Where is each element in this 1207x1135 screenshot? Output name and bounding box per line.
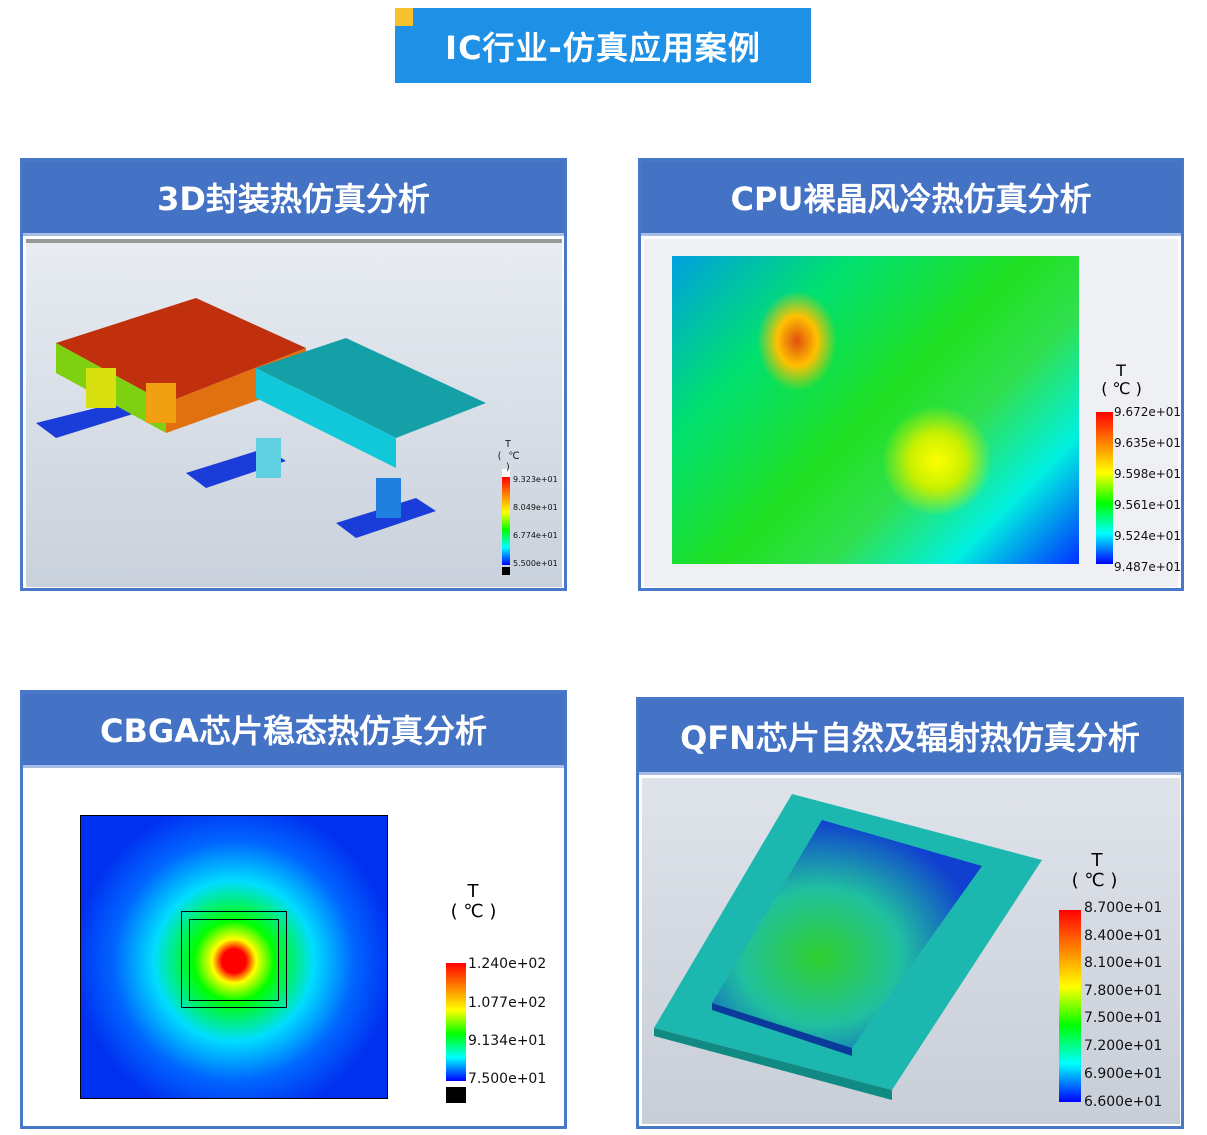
- cpu-heatmap: [672, 256, 1079, 564]
- cbga-thermal-image: T ( ℃ ) 1.240e+02 1.077e+02 9.134e+01 7.…: [26, 771, 562, 1123]
- legend-label: 8.100e+01: [1084, 955, 1163, 971]
- legend-label: 1.240e+02: [468, 956, 547, 972]
- panel-title: CPU裸晶风冷热仿真分析: [641, 161, 1181, 236]
- legend-label: 6.900e+01: [1084, 1066, 1163, 1082]
- chip-outline-inner: [189, 919, 279, 1001]
- panel-qfn: QFN芯片自然及辐射热仿真分析 T ( ℃ ) 8.700e+01 8.400e…: [636, 697, 1184, 1129]
- page-banner: IC行业-仿真应用案例: [395, 8, 811, 83]
- qfn-thermal-image: T ( ℃ ) 8.700e+01 8.400e+01 8.100e+01 7.…: [642, 778, 1180, 1124]
- legend-label: 9.323e+01: [513, 475, 558, 484]
- legend-label: 9.672e+01: [1114, 405, 1182, 419]
- legend-min-swatch: [502, 567, 510, 575]
- legend-label: 8.400e+01: [1084, 928, 1163, 944]
- legend-label: 7.800e+01: [1084, 983, 1163, 999]
- panel-3d-package: 3D封装热仿真分析 T ( ℃ ) 9.323e+01 8.049e+01 6.…: [20, 158, 567, 591]
- chip-outline-outer: [181, 911, 287, 1008]
- legend-unit: ( ℃ ): [1071, 870, 1118, 891]
- accent-square: [395, 8, 413, 26]
- legend-color-bar: [1096, 412, 1113, 564]
- legend-label: 9.487e+01: [1114, 560, 1182, 574]
- banner-title: IC行业-仿真应用案例: [445, 28, 761, 67]
- panel-title: CBGA芯片稳态热仿真分析: [23, 693, 564, 768]
- panel-title: 3D封装热仿真分析: [23, 161, 564, 236]
- legend-label: 9.598e+01: [1114, 467, 1182, 481]
- legend-color-bar: [1059, 910, 1081, 1102]
- legend-label: 9.134e+01: [468, 1033, 547, 1049]
- cpu-thermal-image: T ( ℃ ) 9.672e+01 9.635e+01 9.598e+01 9.…: [644, 239, 1182, 587]
- legend-max-swatch: [502, 469, 510, 477]
- legend-label: 9.561e+01: [1114, 498, 1182, 512]
- legend-var: T: [1091, 850, 1103, 871]
- qfn-render: [654, 794, 1042, 1100]
- legend-label: 7.500e+01: [468, 1071, 547, 1087]
- cbga-heatmap: [80, 815, 388, 1099]
- legend-label: 8.049e+01: [513, 503, 558, 512]
- legend-unit: ( ℃ ): [496, 451, 520, 473]
- legend-color-bar: [446, 963, 466, 1081]
- legend-label: 8.700e+01: [1084, 900, 1163, 916]
- panel-title: QFN芯片自然及辐射热仿真分析: [639, 700, 1181, 775]
- panel-cpu-die: CPU裸晶风冷热仿真分析 T ( ℃ ) 9.672e+01 9.635e+01…: [638, 158, 1184, 591]
- package-render: [36, 298, 486, 538]
- legend-unit: ( ℃ ): [1101, 379, 1142, 398]
- legend-color-bar: [502, 477, 510, 565]
- legend-label: 7.200e+01: [1084, 1038, 1163, 1054]
- legend-label: 6.600e+01: [1084, 1094, 1163, 1110]
- legend-unit: ( ℃ ): [450, 901, 497, 922]
- legend-label: 7.500e+01: [1084, 1010, 1163, 1026]
- legend-var: T: [1116, 361, 1126, 380]
- legend-label: 5.500e+01: [513, 559, 558, 568]
- legend-var: T: [467, 881, 479, 902]
- legend-var: T: [504, 439, 512, 450]
- legend-min-swatch: [446, 1087, 466, 1103]
- package-thermal-image: T ( ℃ ) 9.323e+01 8.049e+01 6.774e+01 5.…: [26, 239, 562, 587]
- legend-label: 6.774e+01: [513, 531, 558, 540]
- legend: T ( ℃ ) 9.323e+01 8.049e+01 6.774e+01 5.…: [26, 243, 562, 587]
- legend-label: 1.077e+02: [468, 995, 547, 1011]
- panel-cbga: CBGA芯片稳态热仿真分析 T ( ℃ ) 1.240e+02 1.077e+0…: [20, 690, 567, 1129]
- legend-label: 9.524e+01: [1114, 529, 1182, 543]
- legend-label: 9.635e+01: [1114, 436, 1182, 450]
